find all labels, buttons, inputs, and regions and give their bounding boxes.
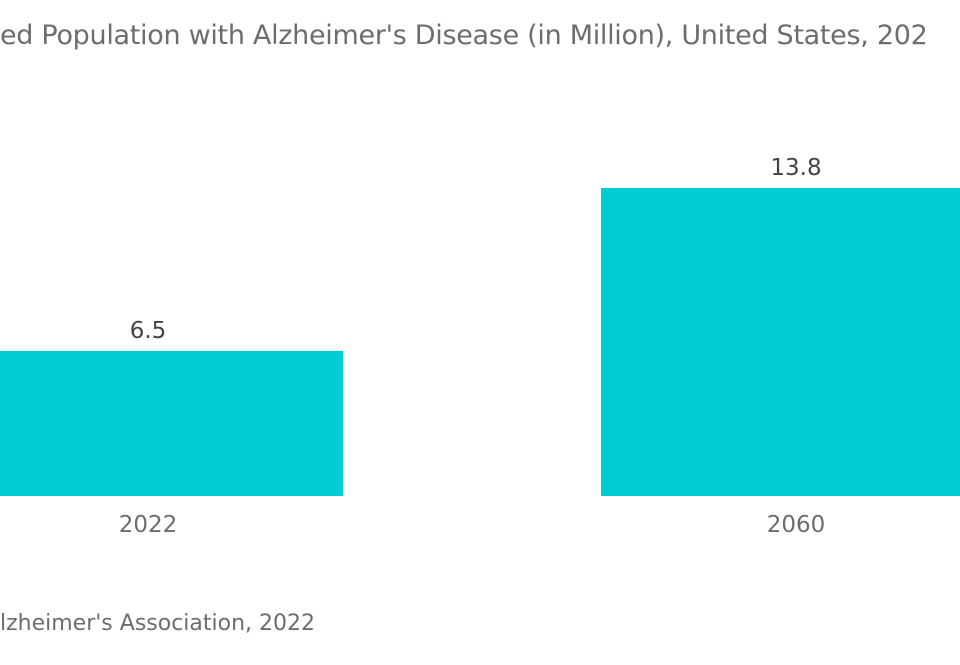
x-tick-label-2022: 2022 bbox=[119, 512, 178, 538]
chart-title: ed Population with Alzheimer's Disease (… bbox=[0, 20, 928, 51]
data-label-2060: 13.8 bbox=[770, 155, 821, 181]
data-label-2022: 6.5 bbox=[130, 318, 167, 344]
bar-2022 bbox=[0, 350, 343, 496]
bar-2060 bbox=[601, 188, 960, 496]
source-note: lzheimer's Association, 2022 bbox=[0, 611, 316, 636]
x-tick-label-2060: 2060 bbox=[767, 512, 826, 538]
chart-title-text: ed Population with Alzheimer's Disease (… bbox=[0, 20, 928, 51]
